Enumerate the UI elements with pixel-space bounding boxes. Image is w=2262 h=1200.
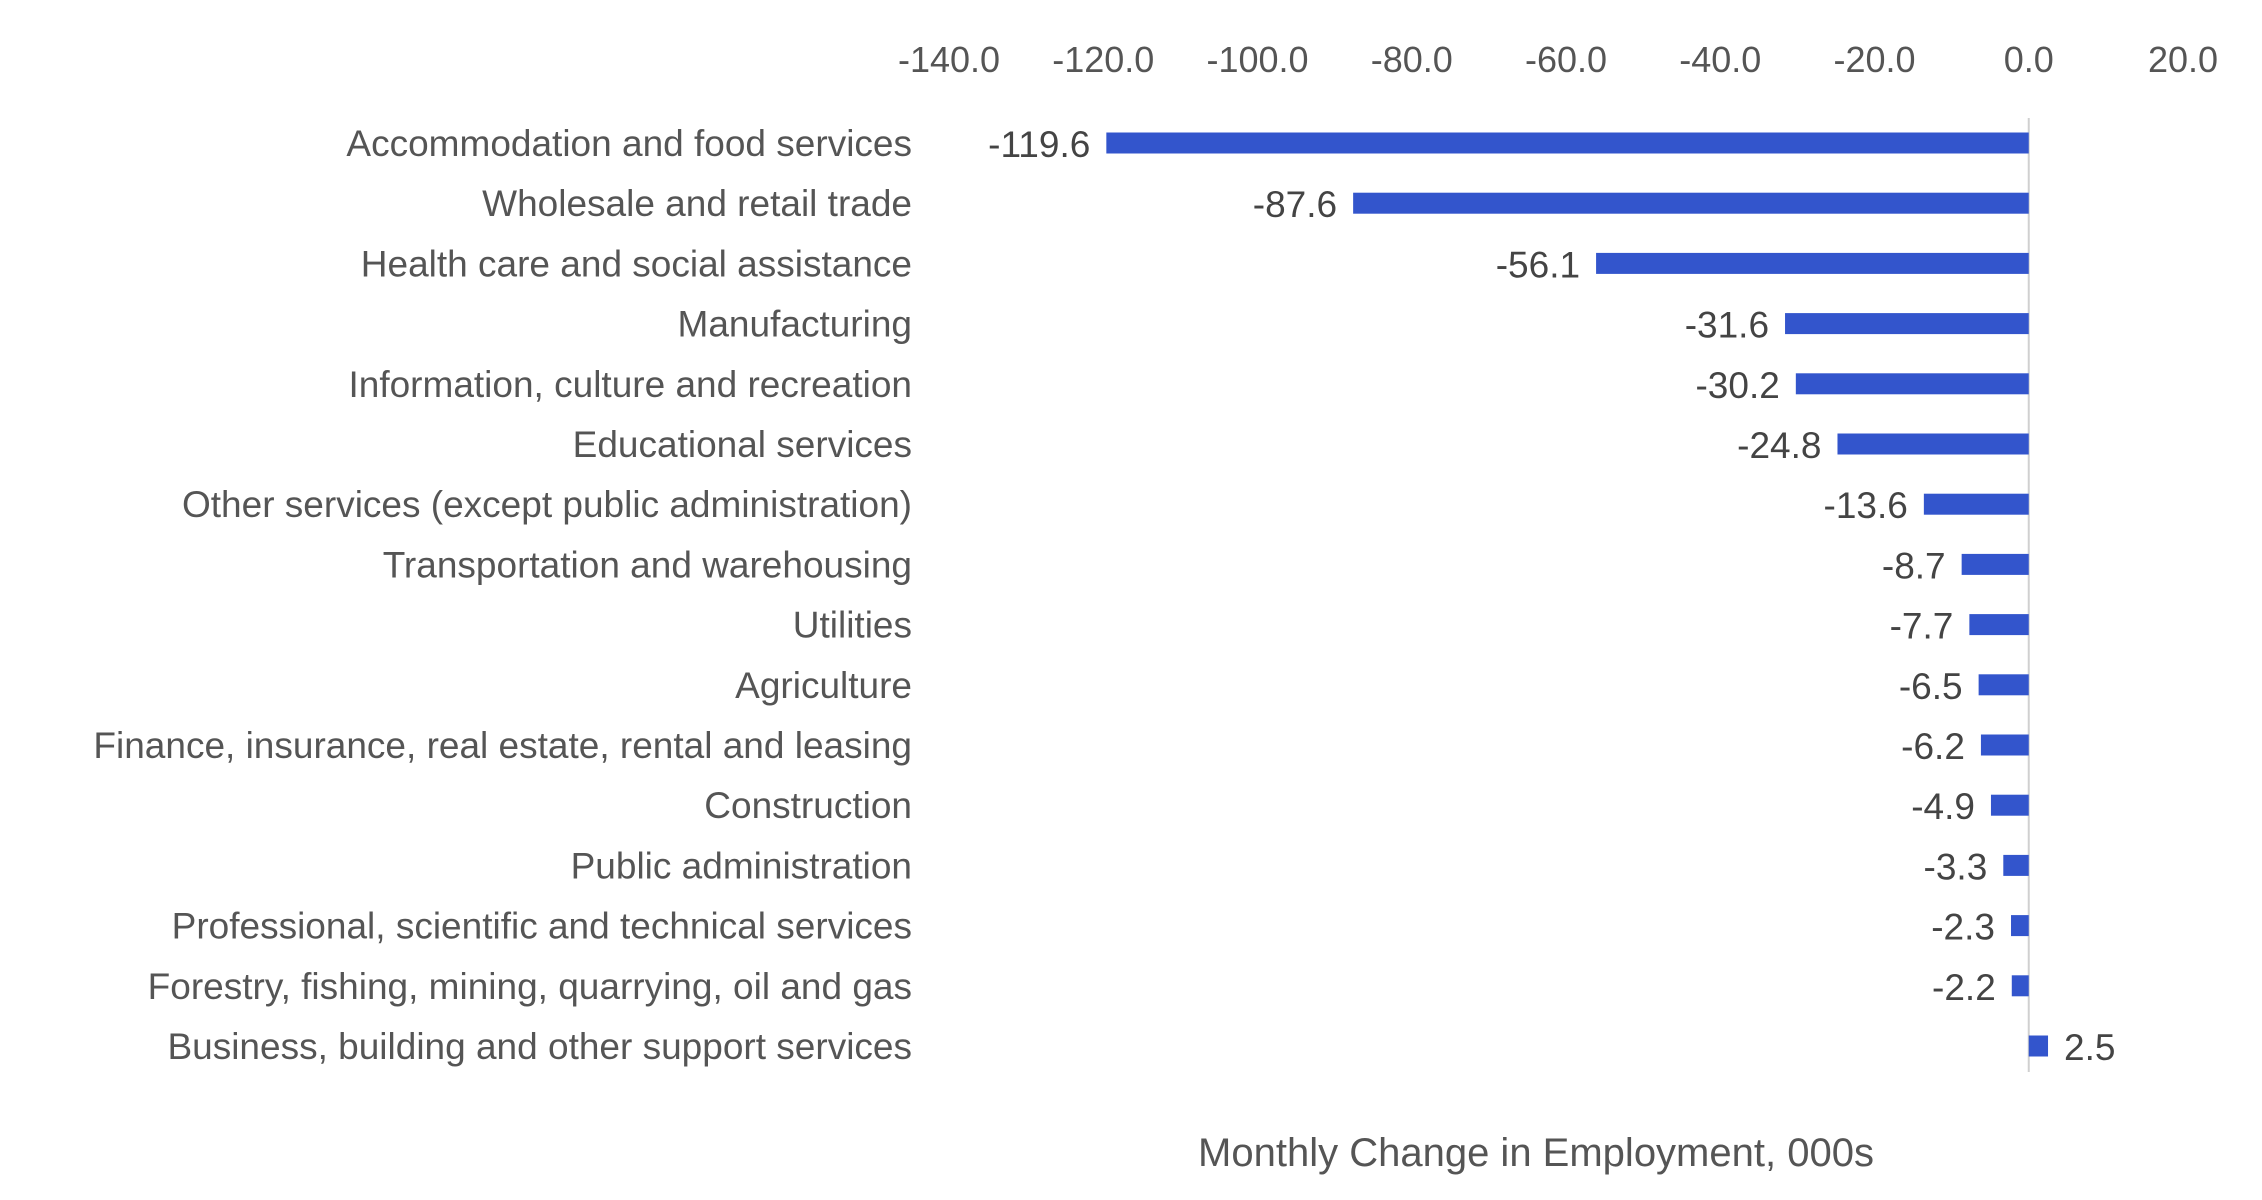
x-axis-title: Monthly Change in Employment, 000s — [1198, 1131, 1874, 1175]
bar — [1837, 433, 2029, 455]
category-label: Transportation and warehousing — [383, 544, 912, 585]
data-label: -2.2 — [1932, 967, 1996, 1008]
category-label: Public administration — [571, 845, 912, 886]
data-label: -56.1 — [1496, 244, 1580, 285]
category-label: Wholesale and retail trade — [482, 183, 912, 224]
category-label: Manufacturing — [678, 304, 912, 345]
x-tick-label: -140.0 — [898, 39, 1000, 80]
data-label: -7.7 — [1890, 606, 1954, 647]
bar — [2028, 1035, 2049, 1057]
data-label: -6.2 — [1901, 726, 1965, 767]
bar — [1980, 734, 2029, 756]
data-label: -119.6 — [988, 124, 1090, 165]
x-tick-label: 20.0 — [2148, 39, 2218, 80]
category-labels: Accommodation and food services Wholesale… — [93, 123, 912, 1067]
category-label: Health care and social assistance — [361, 243, 912, 284]
category-label: Agriculture — [735, 665, 912, 706]
category-label: Educational services — [573, 424, 912, 465]
data-label: 2.5 — [2064, 1027, 2115, 1068]
category-label: Information, culture and recreation — [348, 364, 912, 405]
category-label: Professional, scientific and technical s… — [172, 906, 912, 947]
category-label: Other services (except public administra… — [182, 484, 912, 525]
data-label: -8.7 — [1882, 545, 1946, 586]
x-tick-label: -60.0 — [1525, 39, 1607, 80]
x-tick-label: -100.0 — [1206, 39, 1308, 80]
data-labels: -119.6 -87.6 -56.1 -31.6 -30.2 -24.8-13.6 -8.7… — [988, 124, 2115, 1068]
data-label: -13.6 — [1824, 485, 1908, 526]
category-label: Finance, insurance, real estate, rental … — [93, 725, 912, 766]
category-label: Accommodation and food services — [346, 123, 912, 164]
category-label: Business, building and other support ser… — [167, 1026, 912, 1067]
bar — [1961, 553, 2029, 575]
category-label: Forestry, fishing, mining, quarrying, oi… — [148, 966, 912, 1007]
bar — [2003, 854, 2029, 876]
data-label: -6.5 — [1899, 666, 1963, 707]
bar — [1990, 794, 2029, 816]
data-label: -31.6 — [1685, 305, 1769, 346]
data-label: -87.6 — [1253, 184, 1337, 225]
bar — [1353, 192, 2029, 214]
bar — [1795, 373, 2029, 395]
data-label: -4.9 — [1911, 786, 1975, 827]
x-tick-label: -80.0 — [1371, 39, 1453, 80]
data-label: -3.3 — [1924, 846, 1988, 887]
category-label: Construction — [704, 785, 912, 826]
bar — [1596, 252, 2029, 274]
x-axis-ticks: -140.0 -120.0 -100.0 -80.0 -60.0 -40.0 -20.0 0.… — [898, 39, 2218, 80]
x-tick-label: -120.0 — [1052, 39, 1154, 80]
bar — [1106, 132, 2029, 154]
data-label: -30.2 — [1695, 365, 1779, 406]
bar — [1978, 674, 2029, 696]
category-label: Utilities — [793, 605, 912, 646]
bar — [1923, 493, 2029, 515]
bars — [1106, 132, 2049, 1057]
data-label: -24.8 — [1737, 425, 1821, 466]
data-label: -2.3 — [1931, 907, 1995, 948]
x-tick-label: -20.0 — [1833, 39, 1915, 80]
bar — [2011, 915, 2029, 937]
bar — [2011, 975, 2029, 997]
bar — [1785, 313, 2029, 335]
bar — [1969, 614, 2029, 636]
x-tick-label: -40.0 — [1679, 39, 1761, 80]
x-tick-label: 0.0 — [2004, 39, 2054, 80]
